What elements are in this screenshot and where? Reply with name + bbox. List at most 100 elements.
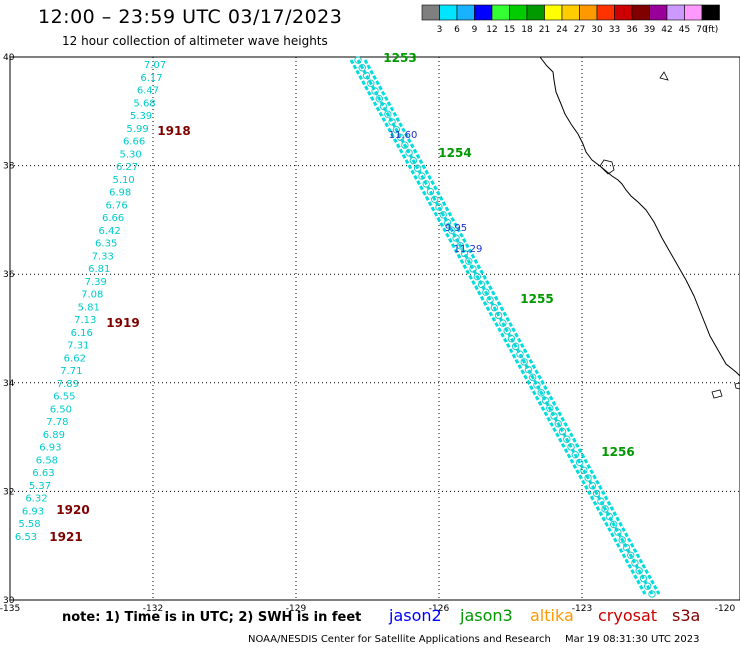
longitude-tick-label: -126 <box>429 604 450 614</box>
latitude-tick-label: 34 <box>3 379 15 389</box>
wave-height-label: 6.16 <box>71 328 93 339</box>
wave-height-label: 7.78 <box>46 417 68 428</box>
wave-height-label: 6.58 <box>36 455 58 466</box>
track-glyph <box>567 443 575 451</box>
longitude-tick-label: -135 <box>0 604 20 614</box>
track-glyph <box>554 420 562 428</box>
wave-height-label: 6.27 <box>116 162 138 173</box>
track-glyph <box>597 497 605 505</box>
producer-credit: NOAA/NESDIS Center for Satellite Applica… <box>248 634 551 645</box>
wave-height-label: 11.29 <box>454 244 483 255</box>
time-label: 1920 <box>56 503 89 517</box>
track-glyph <box>465 257 473 265</box>
track-glyph <box>456 242 464 250</box>
track-glyph <box>371 87 379 95</box>
units-note: note: 1) Time is in UTC; 2) SWH is in fe… <box>62 610 362 625</box>
track-glyph <box>533 381 541 389</box>
track-glyph <box>588 481 597 490</box>
latitude-tick-label: 30 <box>3 596 15 606</box>
latitude-tick-label: 32 <box>3 487 14 497</box>
wave-height-label: 6.55 <box>53 392 75 403</box>
track-glyph <box>354 56 362 64</box>
swatch-label: 6 <box>454 25 460 35</box>
unit-label: (ft) <box>705 25 719 35</box>
track-glyph <box>563 435 571 443</box>
swatch-label: 45 <box>679 25 690 35</box>
track-glyph <box>384 110 392 118</box>
satellite-label: altika <box>530 606 574 625</box>
latitude-tick-label: 36 <box>3 270 15 280</box>
swatch-label: 18 <box>521 25 533 35</box>
longitude-tick-label: -120 <box>715 604 736 614</box>
track-glyph <box>571 450 580 459</box>
track-glyph <box>379 102 388 111</box>
wave-height-label: 11.60 <box>389 130 418 141</box>
wave-height-label: 6.66 <box>123 137 145 148</box>
wave-height-label: 6.98 <box>109 188 131 199</box>
track-glyph <box>503 327 511 335</box>
wave-height-color-scale: 3 6 9 12 15 18 21 24 27 30 33 36 39 42 45 70(ft) <box>421 4 720 35</box>
track-glyph <box>477 280 486 289</box>
track-glyph <box>388 118 396 126</box>
track-glyph <box>575 458 584 467</box>
wave-height-label: 7.07 <box>144 60 166 71</box>
track-glyph <box>435 203 443 211</box>
track-glyph <box>362 71 371 80</box>
wave-height-label: 5.68 <box>133 98 155 109</box>
swatch-label: 3 <box>437 25 443 35</box>
wave-height-label: 9.95 <box>445 223 467 234</box>
generated-timestamp: Mar 19 08:31:30 UTC 2023 <box>565 634 700 645</box>
swatch-label: 24 <box>556 25 568 35</box>
track-glyph <box>626 551 635 560</box>
track-glyph <box>584 474 592 482</box>
track-glyph <box>422 180 430 188</box>
track-glyph <box>648 590 656 598</box>
east-track-band <box>349 56 661 598</box>
track-glyph <box>494 311 503 320</box>
track-glyph <box>439 211 447 219</box>
track-glyph <box>430 195 439 204</box>
track-glyph <box>460 249 469 258</box>
track-glyph <box>644 582 652 590</box>
wave-height-label: 5.10 <box>112 175 134 186</box>
wave-height-label: 7.39 <box>85 277 107 288</box>
latitude-tick-label: 38 <box>3 162 15 172</box>
satellite-label: cryosat <box>598 606 658 625</box>
wave-height-label: 6.50 <box>50 404 72 415</box>
time-label: 1921 <box>49 530 82 544</box>
track-glyph <box>396 133 405 142</box>
track-glyph <box>426 187 435 196</box>
island-outline <box>734 382 740 390</box>
wave-height-label: 6.93 <box>39 443 61 454</box>
wave-height-label: 6.35 <box>95 239 117 250</box>
track-glyph <box>375 94 384 103</box>
map-title: 12:00 – 23:59 UTC 03/17/2023 <box>38 6 343 28</box>
track-glyph <box>541 396 550 405</box>
track-glyph <box>401 141 409 149</box>
track-glyph <box>511 342 520 351</box>
wave-height-label: 6.81 <box>88 264 110 275</box>
wave-height-label: 6.93 <box>22 506 44 517</box>
swatch-label: 42 <box>661 25 672 35</box>
swatch-label: 12 <box>486 25 497 35</box>
track-glyph <box>631 559 639 567</box>
track-glyph <box>499 319 507 327</box>
track-glyph <box>490 303 499 312</box>
track-glyph <box>618 536 626 544</box>
track-stroke <box>349 59 647 595</box>
wave-height-label: 6.53 <box>15 532 37 543</box>
time-label: 1918 <box>157 124 190 138</box>
swatch-label: 70 <box>696 25 708 35</box>
time-label: 1919 <box>106 316 139 330</box>
wave-height-label: 5.30 <box>119 149 141 160</box>
track-glyph <box>609 520 618 529</box>
track-glyph <box>546 404 554 412</box>
wave-height-label: 7.13 <box>74 315 96 326</box>
track-glyph <box>605 512 614 521</box>
track-glyph <box>524 365 533 374</box>
swatch-label: 27 <box>574 25 585 35</box>
track-glyph <box>592 489 601 498</box>
time-label: 1255 <box>520 292 553 306</box>
track-glyph <box>367 79 375 87</box>
